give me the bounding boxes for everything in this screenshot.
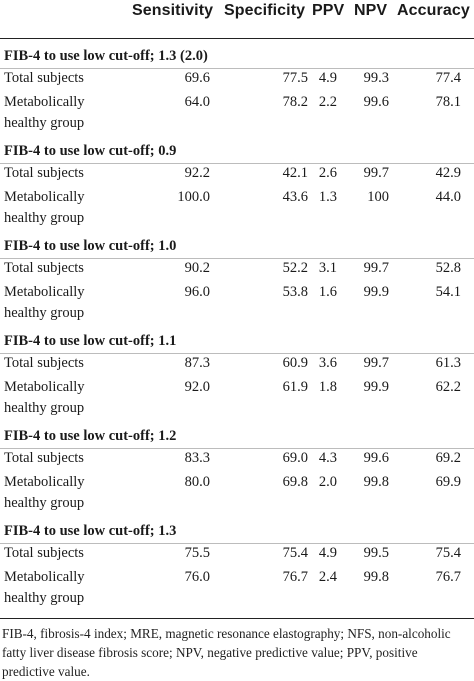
cell-accuracy: 69.9 (435, 474, 461, 490)
cell-accuracy: 61.3 (435, 355, 461, 371)
cell-specificity: 69.8 (282, 474, 308, 490)
cell-accuracy: 69.2 (435, 450, 461, 466)
cell-sensitivity: 69.6 (184, 70, 210, 86)
row-label: Metabolically healthy group (4, 569, 85, 606)
cell-npv: 99.3 (363, 70, 389, 86)
cell-specificity: 61.9 (282, 379, 308, 395)
row-label: Metabolically healthy group (4, 474, 85, 511)
cell-npv: 99.7 (363, 165, 389, 181)
cell-sensitivity: 76.0 (184, 569, 210, 585)
cell-sensitivity: 75.5 (184, 545, 210, 561)
cell-specificity: 77.5 (282, 70, 308, 86)
cell-specificity: 69.0 (282, 450, 308, 466)
row-label: Metabolically healthy group (4, 379, 85, 416)
cell-ppv: 4.9 (318, 545, 337, 561)
cell-ppv: 2.4 (318, 569, 337, 585)
cell-sensitivity: 96.0 (184, 284, 210, 300)
row-label: Total subjects (4, 165, 84, 181)
cell-ppv: 2.6 (318, 165, 337, 181)
cell-sensitivity: 92.0 (184, 379, 210, 395)
cell-sensitivity: 90.2 (184, 260, 210, 276)
header-accuracy: Accuracy (397, 2, 470, 19)
row-label: Total subjects (4, 545, 84, 561)
cell-npv: 99.9 (363, 379, 389, 395)
section-divider (0, 448, 474, 449)
cell-specificity: 53.8 (282, 284, 308, 300)
cell-accuracy: 44.0 (435, 189, 461, 205)
cell-npv: 99.8 (363, 569, 389, 585)
row-label: Total subjects (4, 260, 84, 276)
cell-accuracy: 75.4 (435, 545, 461, 561)
cell-accuracy: 76.7 (435, 569, 461, 585)
cell-npv: 99.8 (363, 474, 389, 490)
cell-accuracy: 62.2 (435, 379, 461, 395)
section-divider (0, 543, 474, 544)
cell-ppv: 4.3 (318, 450, 337, 466)
section-divider (0, 258, 474, 259)
row-label: Total subjects (4, 355, 84, 371)
header-ppv: PPV (312, 2, 345, 19)
cell-npv: 99.6 (363, 94, 389, 110)
cell-sensitivity: 83.3 (184, 450, 210, 466)
section-title: FIB-4 to use low cut-off; 1.3 (2.0) (4, 48, 208, 64)
section-title: FIB-4 to use low cut-off; 0.9 (4, 143, 177, 159)
cell-sensitivity: 64.0 (184, 94, 210, 110)
table-footnote: FIB-4, fibrosis-4 index; MRE, magnetic r… (2, 626, 451, 679)
section-title: FIB-4 to use low cut-off; 1.1 (4, 333, 177, 349)
table-header: Sensitivity Specificity PPV NPV Accuracy (0, 0, 474, 39)
header-specificity: Specificity (224, 2, 306, 19)
cell-ppv: 1.6 (318, 284, 337, 300)
cell-specificity: 78.2 (282, 94, 308, 110)
section-title: FIB-4 to use low cut-off; 1.3 (4, 523, 177, 539)
cell-npv: 100 (367, 189, 389, 205)
cell-npv: 99.7 (363, 355, 389, 371)
cell-ppv: 2.2 (318, 94, 337, 110)
cell-specificity: 52.2 (282, 260, 308, 276)
cell-sensitivity: 92.2 (184, 165, 210, 181)
cell-accuracy: 42.9 (435, 165, 461, 181)
cell-sensitivity: 80.0 (184, 474, 210, 490)
cell-npv: 99.9 (363, 284, 389, 300)
row-label: Metabolically healthy group (4, 94, 85, 131)
header-npv: NPV (354, 2, 388, 19)
cell-npv: 99.7 (363, 260, 389, 276)
cell-specificity: 42.1 (282, 165, 308, 181)
cell-ppv: 1.8 (318, 379, 337, 395)
cell-specificity: 60.9 (282, 355, 308, 371)
header-sensitivity: Sensitivity (132, 2, 214, 19)
cell-specificity: 76.7 (282, 569, 308, 585)
cell-ppv: 2.0 (318, 474, 337, 490)
cell-sensitivity: 100.0 (177, 189, 210, 205)
row-label: Total subjects (4, 70, 84, 86)
cell-accuracy: 78.1 (435, 94, 461, 110)
cell-ppv: 4.9 (318, 70, 337, 86)
cell-specificity: 43.6 (282, 189, 308, 205)
cell-accuracy: 54.1 (435, 284, 461, 300)
cell-ppv: 3.1 (318, 260, 337, 276)
cell-accuracy: 52.8 (435, 260, 461, 276)
cell-npv: 99.6 (363, 450, 389, 466)
row-label: Total subjects (4, 450, 84, 466)
cell-specificity: 75.4 (282, 545, 308, 561)
row-label: Metabolically healthy group (4, 189, 85, 226)
cell-npv: 99.5 (363, 545, 389, 561)
cell-sensitivity: 87.3 (184, 355, 210, 371)
row-label: Metabolically healthy group (4, 284, 85, 321)
section-title: FIB-4 to use low cut-off; 1.0 (4, 238, 177, 254)
cell-ppv: 3.6 (318, 355, 337, 371)
table-bottom-rule (0, 618, 474, 619)
cell-ppv: 1.3 (318, 189, 337, 205)
section-divider (0, 68, 474, 69)
section-divider (0, 353, 474, 354)
cell-accuracy: 77.4 (435, 70, 461, 86)
section-divider (0, 163, 474, 164)
section-title: FIB-4 to use low cut-off; 1.2 (4, 428, 177, 444)
